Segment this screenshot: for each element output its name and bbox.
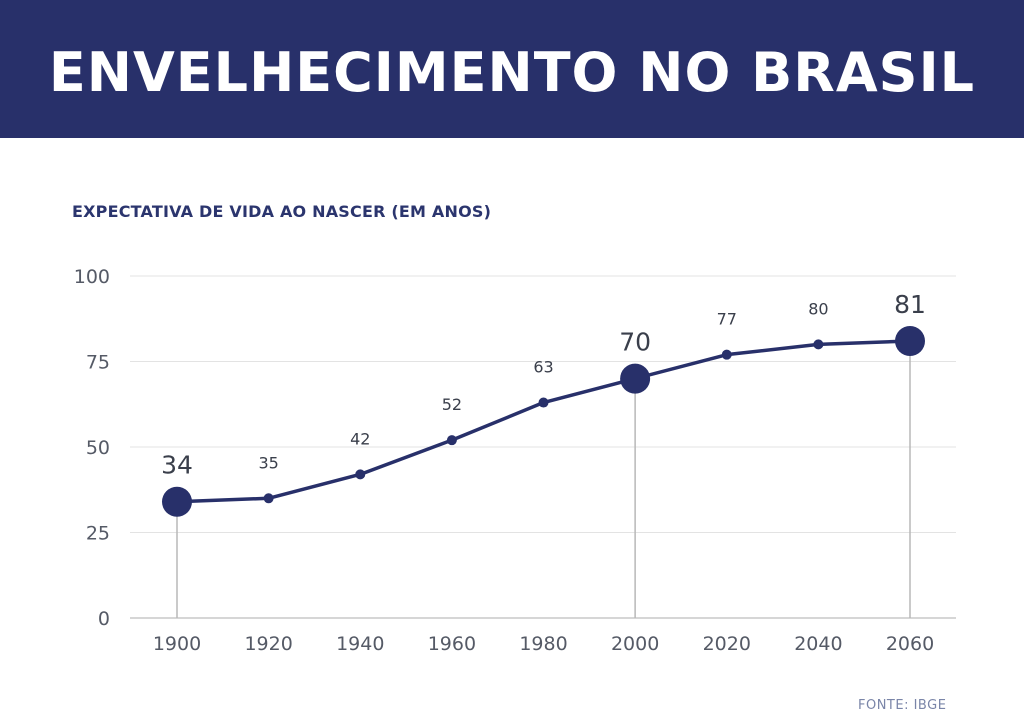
data-label: 42 [350, 429, 370, 448]
source-label: FONTE: IBGE [858, 698, 947, 713]
data-label: 81 [894, 290, 926, 319]
x-tick-label: 1980 [519, 633, 567, 655]
x-tick-label: 2000 [611, 633, 659, 655]
highlight-point [162, 486, 192, 517]
x-tick-label: 2040 [794, 633, 842, 655]
chart-subtitle: EXPECTATIVA DE VIDA AO NASCER (EM ANOS) [72, 202, 492, 221]
x-tick-label: 1920 [244, 633, 292, 655]
data-label: 80 [808, 299, 828, 318]
data-label: 35 [258, 453, 278, 472]
x-tick-label: 1900 [153, 633, 201, 655]
data-point [538, 397, 549, 408]
y-tick-label: 0 [98, 608, 110, 630]
y-tick-label: 25 [86, 523, 110, 545]
data-label: 77 [717, 310, 737, 329]
y-tick-label: 75 [86, 352, 110, 374]
highlight-point [620, 363, 651, 394]
header-banner: ENVELHECIMENTO NO BRASIL [0, 0, 1024, 138]
data-label: 52 [442, 395, 462, 414]
data-point [263, 493, 274, 504]
x-tick-label: 1940 [336, 633, 384, 655]
data-point [355, 469, 366, 480]
data-point [446, 435, 457, 446]
page-title: ENVELHECIMENTO NO BRASIL [48, 41, 976, 104]
data-label: 63 [533, 358, 553, 377]
data-label: 34 [161, 451, 193, 480]
y-tick-label: 100 [74, 266, 110, 288]
data-label: 70 [619, 328, 651, 357]
x-tick-label: 2060 [886, 633, 934, 655]
x-tick-label: 1960 [428, 633, 476, 655]
highlight-point [895, 325, 925, 356]
x-tick-label: 2020 [703, 633, 751, 655]
data-point [721, 349, 732, 360]
data-point [813, 339, 824, 350]
y-tick-label: 50 [86, 437, 110, 459]
